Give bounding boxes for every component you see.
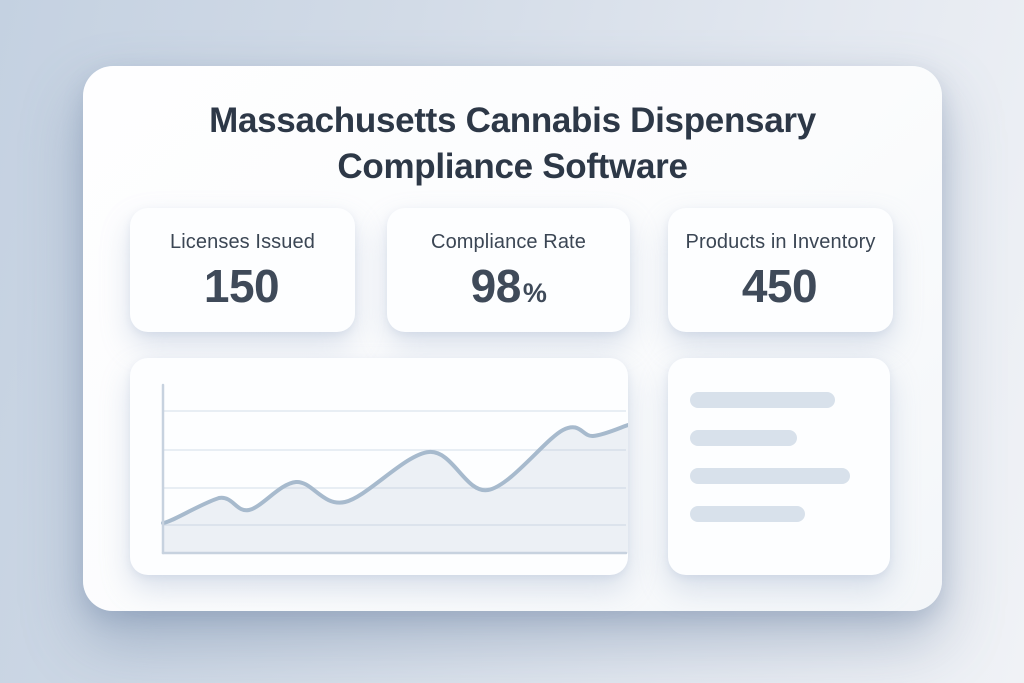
dashboard-card: Massachusetts Cannabis Dispensary Compli… bbox=[83, 66, 942, 611]
skeleton-bar bbox=[690, 506, 805, 522]
stat-value: 98% bbox=[470, 260, 547, 312]
chart-line bbox=[161, 423, 628, 525]
stat-value-suffix: % bbox=[522, 278, 547, 308]
stat-label: Products in Inventory bbox=[685, 231, 876, 253]
skeleton-bar bbox=[690, 468, 850, 484]
stat-value: 150 bbox=[203, 260, 280, 312]
bottom-row bbox=[130, 358, 890, 575]
stat-card-products-inventory: Products in Inventory 450 bbox=[668, 208, 893, 332]
chart-area-fill bbox=[163, 425, 628, 553]
stat-value: 450 bbox=[741, 260, 818, 312]
stat-card-compliance-rate: Compliance Rate 98% bbox=[387, 208, 630, 332]
stat-label: Licenses Issued bbox=[170, 231, 315, 253]
trend-chart bbox=[161, 383, 628, 555]
trend-chart-panel bbox=[130, 358, 628, 575]
chart-gridlines bbox=[163, 410, 626, 526]
stat-card-licenses-issued: Licenses Issued 150 bbox=[130, 208, 355, 332]
stat-label: Compliance Rate bbox=[431, 231, 586, 253]
page-title-line-1: Massachusetts Cannabis Dispensary bbox=[209, 101, 816, 140]
summary-list-panel bbox=[668, 358, 890, 575]
stats-row: Licenses Issued 150 Compliance Rate 98% … bbox=[130, 208, 895, 332]
skeleton-bar bbox=[690, 392, 835, 408]
page-title-line-2: Compliance Software bbox=[337, 147, 688, 186]
page-title: Massachusetts Cannabis Dispensary Compli… bbox=[83, 98, 942, 190]
skeleton-bar bbox=[690, 430, 797, 446]
